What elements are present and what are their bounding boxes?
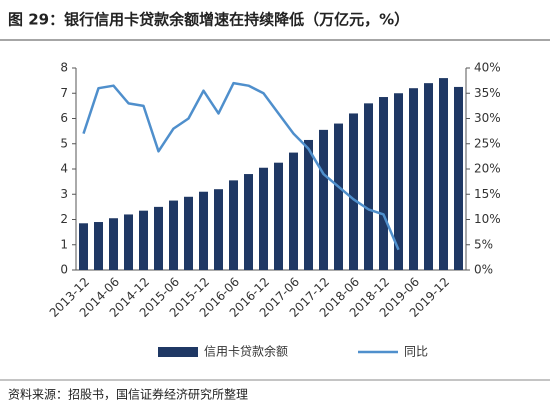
y-tick-label: 4 <box>60 162 68 176</box>
legend-label: 同比 <box>404 345 428 359</box>
y-tick-label: 1 <box>60 237 68 251</box>
y2-tick-label: 15% <box>474 187 501 201</box>
y-tick-label: 2 <box>60 212 68 226</box>
y2-tick-label: 5% <box>474 237 493 251</box>
chart-title: 图 29：银行信用卡贷款余额增速在持续降低（万亿元，%） <box>8 11 409 29</box>
bar <box>319 129 328 270</box>
y-tick-label: 3 <box>60 187 68 201</box>
bar <box>409 88 418 270</box>
bar <box>259 167 268 270</box>
y2-tick-label: 0% <box>474 263 493 277</box>
y2-tick-label: 30% <box>474 111 501 125</box>
bar <box>379 97 388 270</box>
y-tick-label: 7 <box>60 86 68 100</box>
y-tick-label: 5 <box>60 136 68 150</box>
bar <box>454 86 463 270</box>
bar <box>424 83 433 271</box>
y2-tick-label: 10% <box>474 212 501 226</box>
y2-tick-label: 25% <box>474 136 501 150</box>
bar <box>199 191 208 270</box>
bar <box>304 139 313 270</box>
bar <box>214 189 223 270</box>
y2-tick-label: 40% <box>474 61 501 75</box>
legend-swatch <box>158 347 198 357</box>
bar <box>124 214 133 270</box>
bar <box>334 123 343 270</box>
y2-tick-label: 35% <box>474 86 501 100</box>
bar <box>79 223 88 270</box>
bar <box>244 174 253 270</box>
bar <box>94 222 103 270</box>
bar <box>229 180 238 270</box>
bar <box>349 113 358 270</box>
bar <box>184 196 193 270</box>
y-tick-label: 8 <box>60 61 68 75</box>
line <box>82 81 400 251</box>
bar <box>394 93 403 270</box>
legend-label: 信用卡贷款余额 <box>204 344 288 359</box>
source: 资料来源：招股书，国信证券经济研究所整理 <box>8 387 248 402</box>
bar <box>169 200 178 270</box>
bar <box>364 103 373 270</box>
bar <box>109 218 118 270</box>
bar <box>289 152 298 270</box>
y-tick-label: 0 <box>60 263 68 277</box>
bar <box>274 162 283 270</box>
y-tick-label: 6 <box>60 111 68 125</box>
y2-tick-label: 20% <box>474 162 501 176</box>
bar <box>139 210 148 270</box>
bar <box>154 206 163 270</box>
bar <box>439 78 448 270</box>
